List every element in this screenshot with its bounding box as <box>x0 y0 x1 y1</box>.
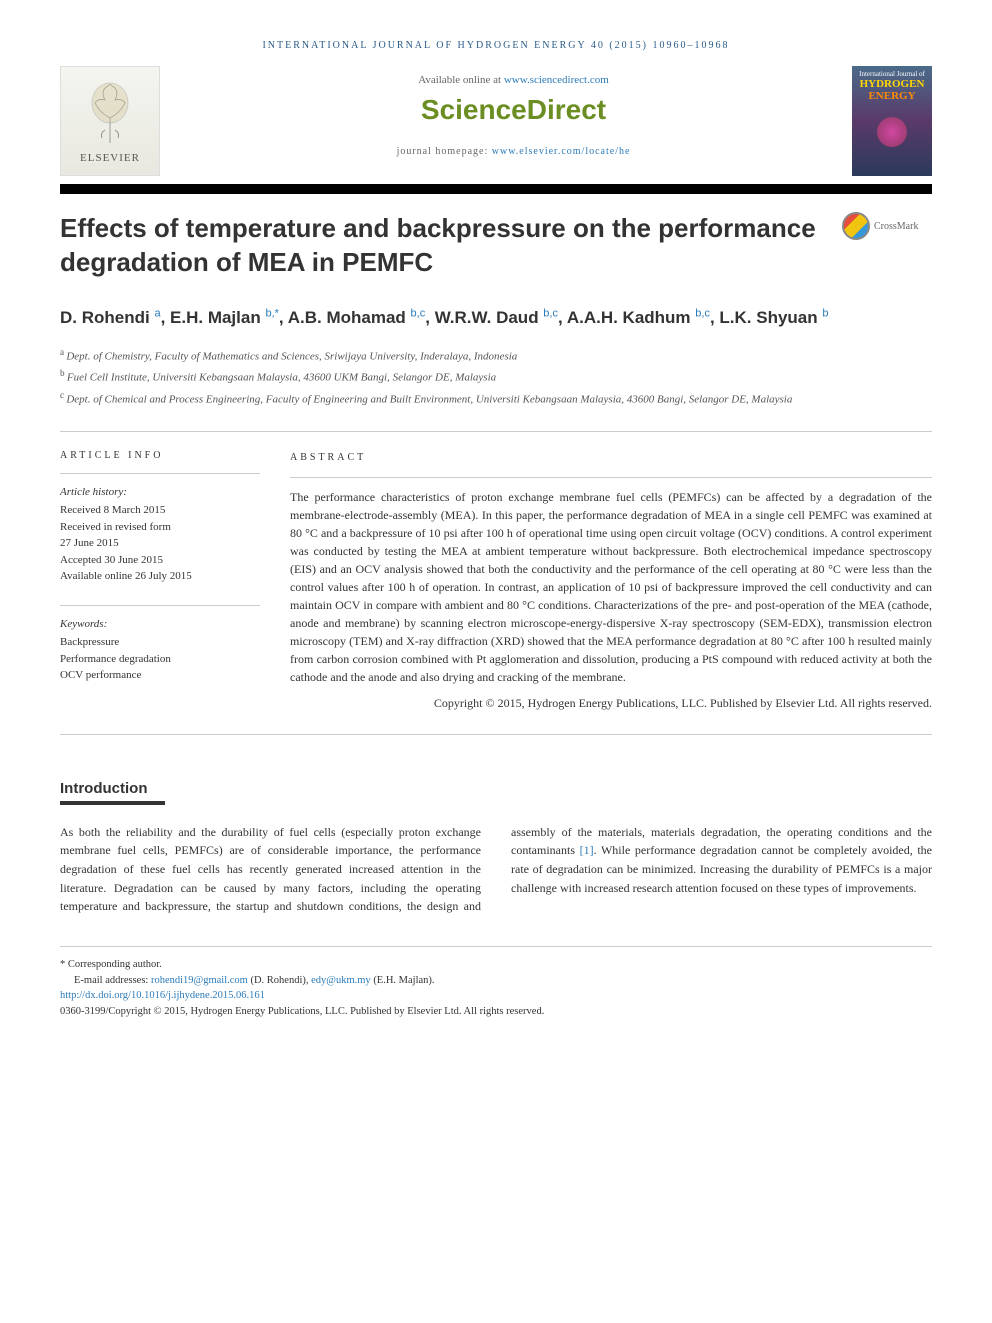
author-affil-sup: b,c <box>695 307 710 319</box>
article-history-block: Article history: Received 8 March 2015Re… <box>60 484 260 585</box>
affil-sup-link[interactable]: b <box>265 307 271 319</box>
available-prefix: Available online at <box>418 74 504 86</box>
author-affil-sup: b,* <box>265 307 278 319</box>
divider-bottom <box>60 734 932 735</box>
black-divider-bar <box>60 184 932 194</box>
history-line: Received in revised form <box>60 519 260 536</box>
cover-planet-icon <box>877 117 907 147</box>
affiliation-line: b Fuel Cell Institute, Universiti Kebang… <box>60 366 932 387</box>
email-label: E-mail addresses: <box>74 975 151 986</box>
elsevier-tree-icon <box>80 78 140 148</box>
homepage-prefix: journal homepage: <box>397 146 492 157</box>
keywords-block: Keywords: BackpressurePerformance degrad… <box>60 616 260 684</box>
cover-line1: International Journal of <box>856 70 928 78</box>
page-footer: * Corresponding author. E-mail addresses… <box>60 946 932 1020</box>
banner-center: Available online at www.sciencedirect.co… <box>175 66 852 157</box>
history-label: Article history: <box>60 484 260 501</box>
page-root: INTERNATIONAL JOURNAL OF HYDROGEN ENERGY… <box>0 0 992 1060</box>
abstract-heading: ABSTRACT <box>290 450 932 465</box>
affiliation-line: a Dept. of Chemistry, Faculty of Mathema… <box>60 345 932 366</box>
body-text-columns: As both the reliability and the durabili… <box>60 823 932 916</box>
journal-cover-thumbnail[interactable]: International Journal of HYDROGEN ENERGY <box>852 66 932 176</box>
author: E.H. Majlan b,* <box>170 308 279 327</box>
info-divider-1 <box>60 473 260 474</box>
email1-name: (D. Rohendi), <box>248 975 311 986</box>
affil-sup-link[interactable]: * <box>275 307 279 319</box>
history-line: Accepted 30 June 2015 <box>60 552 260 569</box>
author: A.A.H. Kadhum b,c <box>567 308 710 327</box>
affiliation-sup: b <box>60 368 67 378</box>
affil-sup-link[interactable]: c <box>420 307 426 319</box>
author-affil-sup: b <box>822 307 828 319</box>
affil-sup-link[interactable]: b <box>543 307 549 319</box>
history-line: Available online 26 July 2015 <box>60 568 260 585</box>
sciencedirect-url-link[interactable]: www.sciencedirect.com <box>504 74 609 86</box>
authors-list: D. Rohendi a, E.H. Majlan b,*, A.B. Moha… <box>60 305 932 331</box>
cover-hydrogen: HYDROGEN <box>856 78 928 90</box>
journal-homepage-link[interactable]: www.elsevier.com/locate/he <box>492 146 631 157</box>
sciencedirect-wordmark: ScienceDirect <box>421 94 606 125</box>
divider-top <box>60 431 932 432</box>
affil-sup-link[interactable]: b <box>822 307 828 319</box>
affiliation-line: c Dept. of Chemical and Process Engineer… <box>60 388 932 409</box>
abstract-column: ABSTRACT The performance characteristics… <box>290 450 932 712</box>
keyword-line: Performance degradation <box>60 651 260 668</box>
author-affil-sup: b,c <box>543 307 558 319</box>
author-affil-sup: a <box>154 307 160 319</box>
email-link-2[interactable]: edy@ukm.my <box>311 975 371 986</box>
corresponding-author-note: * Corresponding author. <box>60 957 932 973</box>
reference-link-1[interactable]: [1] <box>580 843 594 857</box>
sciencedirect-logo[interactable]: ScienceDirect <box>175 94 852 126</box>
affil-sup-link[interactable]: c <box>552 307 558 319</box>
crossmark-badge[interactable]: CrossMark <box>842 212 932 240</box>
info-divider-2 <box>60 605 260 606</box>
keyword-line: OCV performance <box>60 667 260 684</box>
email-link-1[interactable]: rohendi19@gmail.com <box>151 975 248 986</box>
email-line: E-mail addresses: rohendi19@gmail.com (D… <box>60 973 932 989</box>
article-title: Effects of temperature and backpressure … <box>60 212 842 280</box>
elsevier-text: ELSEVIER <box>80 152 140 164</box>
journal-homepage-line: journal homepage: www.elsevier.com/locat… <box>175 146 852 157</box>
affiliation-sup: a <box>60 347 66 357</box>
introduction-underline <box>60 801 165 805</box>
article-info-heading: ARTICLE INFO <box>60 450 260 461</box>
author: L.K. Shyuan b <box>719 308 828 327</box>
issn-copyright: 0360-3199/Copyright © 2015, Hydrogen Ene… <box>60 1004 932 1020</box>
title-section: Effects of temperature and backpressure … <box>60 212 932 280</box>
article-info-column: ARTICLE INFO Article history: Received 8… <box>60 450 260 712</box>
top-banner: ELSEVIER Available online at www.science… <box>60 66 932 176</box>
email2-name: (E.H. Majlan). <box>371 975 435 986</box>
elsevier-logo[interactable]: ELSEVIER <box>60 66 160 176</box>
crossmark-text: CrossMark <box>874 221 918 232</box>
author: W.R.W. Daud b,c <box>435 308 558 327</box>
affil-sup-link[interactable]: b <box>411 307 417 319</box>
info-abstract-row: ARTICLE INFO Article history: Received 8… <box>60 450 932 712</box>
introduction-heading: Introduction <box>60 780 932 797</box>
affil-sup-link[interactable]: c <box>704 307 710 319</box>
affiliations-list: a Dept. of Chemistry, Faculty of Mathema… <box>60 345 932 409</box>
keyword-line: Backpressure <box>60 634 260 651</box>
author: A.B. Mohamad b,c <box>288 308 425 327</box>
author-affil-sup: b,c <box>411 307 426 319</box>
history-line: 27 June 2015 <box>60 535 260 552</box>
abstract-text: The performance characteristics of proto… <box>290 488 932 686</box>
keywords-label: Keywords: <box>60 616 260 633</box>
crossmark-icon <box>842 212 870 240</box>
abstract-copyright: Copyright © 2015, Hydrogen Energy Public… <box>290 694 932 712</box>
affil-sup-link[interactable]: b <box>695 307 701 319</box>
journal-header: INTERNATIONAL JOURNAL OF HYDROGEN ENERGY… <box>60 40 932 51</box>
available-online-text: Available online at www.sciencedirect.co… <box>175 74 852 86</box>
doi-link[interactable]: http://dx.doi.org/10.1016/j.ijhydene.201… <box>60 990 265 1001</box>
affil-sup-link[interactable]: a <box>154 307 160 319</box>
author: D. Rohendi a <box>60 308 161 327</box>
cover-energy: ENERGY <box>856 90 928 102</box>
affiliation-sup: c <box>60 390 66 400</box>
abstract-divider <box>290 477 932 478</box>
history-line: Received 8 March 2015 <box>60 502 260 519</box>
